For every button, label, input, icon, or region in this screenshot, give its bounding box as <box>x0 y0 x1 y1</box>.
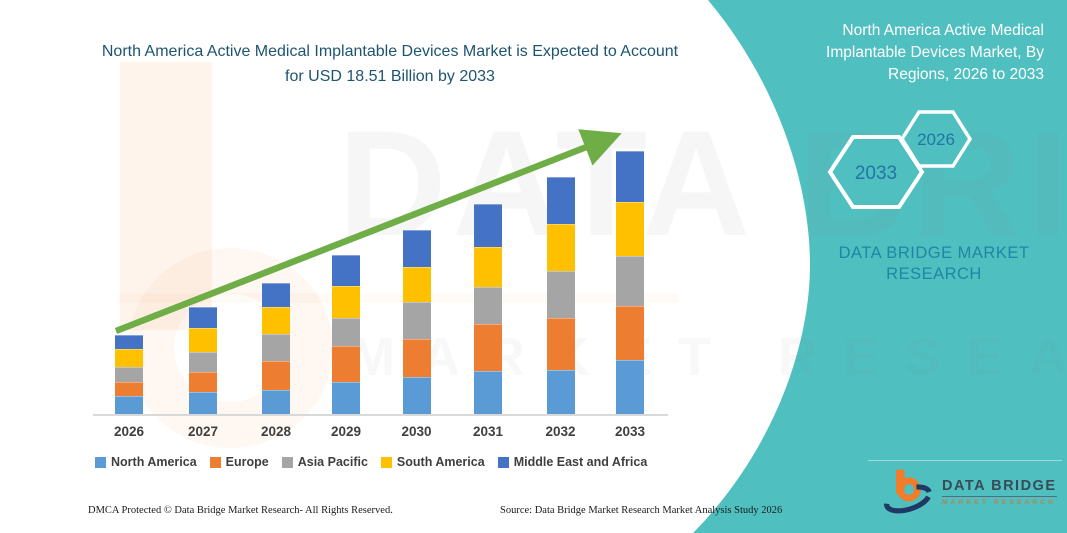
x-axis-label: 2031 <box>472 424 504 439</box>
bar-segment <box>332 381 360 414</box>
bar-segment <box>402 338 431 377</box>
legend-label: Asia Pacific <box>297 455 368 469</box>
chart-title: North America Active Medical Implantable… <box>101 43 679 85</box>
legend-swatch-icon <box>380 456 392 468</box>
bar-segment <box>616 305 644 360</box>
legend-swatch-icon <box>281 456 293 468</box>
panel-divider-line <box>868 460 1062 461</box>
side-panel-title: North America Active Medical Implantable… <box>826 22 1044 83</box>
legend-swatch-icon <box>497 456 509 468</box>
bar-segment <box>189 392 217 414</box>
bar-segment <box>189 328 217 352</box>
legend-item: Asia Pacific <box>281 455 368 469</box>
bar-segment <box>262 334 290 362</box>
bar-segment <box>189 351 217 372</box>
logo-monogram-icon <box>883 469 933 514</box>
legend-item: Europe <box>209 455 269 469</box>
x-axis-label: 2026 <box>113 424 145 439</box>
x-axis-label: 2029 <box>330 424 362 439</box>
bar-segment <box>546 370 575 414</box>
hexagon-2026-label: 2026 <box>917 130 955 149</box>
bar-segment <box>115 395 143 414</box>
bar-segment <box>115 334 143 349</box>
brand-text: DATA BRIDGE MARKET RESEARCH <box>838 244 1030 284</box>
chart-legend: North America Europe Asia Pacific South Ame… <box>95 455 660 469</box>
data-bridge-logo: DATA BRIDGE MARKET RESEARCH <box>882 468 1057 516</box>
hexagon-2033 <box>827 135 925 209</box>
year-hexagons: 2033 2026 <box>827 110 973 209</box>
x-axis-label: 2033 <box>614 424 646 439</box>
bar-segment <box>616 202 644 256</box>
stacked-bar-2026 <box>115 334 143 414</box>
legend-item: Middle East and Africa <box>497 455 648 469</box>
bar-segment <box>115 367 143 383</box>
x-axis-label: 2030 <box>401 424 432 439</box>
x-axis-label: 2027 <box>187 424 219 439</box>
legend-item: North America <box>95 455 197 469</box>
logo-rule <box>942 496 1057 497</box>
legend-item: South America <box>380 455 485 469</box>
bar-segment <box>262 390 290 414</box>
stacked-bar-2027 <box>189 307 217 414</box>
logo-name: DATA BRIDGE <box>942 478 1057 494</box>
footer-source: Source: Data Bridge Market Research Mark… <box>500 505 783 516</box>
bar-segment <box>402 376 431 414</box>
bar-segment <box>332 346 360 382</box>
bar-segment <box>262 361 290 391</box>
footer-copyright: DMCA Protected © Data Bridge Market Rese… <box>88 505 393 516</box>
bar-segment <box>474 370 502 414</box>
bar-segment <box>616 255 644 306</box>
legend-label: North America <box>111 455 197 469</box>
legend-label: Europe <box>225 455 269 469</box>
x-axis-line <box>93 414 668 416</box>
x-axis-label: 2028 <box>260 424 292 439</box>
logo-tagline: MARKET RESEARCH <box>942 499 1057 506</box>
legend-label: Middle East and Africa <box>513 455 648 469</box>
bar-segment <box>616 359 644 414</box>
legend-swatch-icon <box>95 456 106 468</box>
legend-swatch-icon <box>209 456 221 468</box>
legend-label: South America <box>396 455 485 469</box>
bar-segment <box>115 348 143 368</box>
bar-segment <box>189 371 217 393</box>
x-axis-label: 2032 <box>545 424 576 439</box>
hexagon-2026 <box>899 110 973 168</box>
hexagon-2033-label: 2033 <box>855 163 897 184</box>
bar-segment <box>115 382 143 396</box>
logo-text-block: DATA BRIDGE MARKET RESEARCH <box>942 478 1057 506</box>
